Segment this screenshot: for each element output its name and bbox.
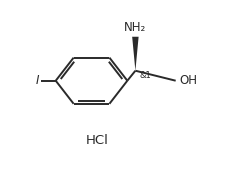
Text: OH: OH [179, 74, 197, 87]
Text: HCl: HCl [85, 134, 108, 147]
Text: &1: &1 [140, 71, 152, 80]
Text: I: I [36, 74, 40, 87]
Text: NH₂: NH₂ [124, 21, 146, 34]
Polygon shape [132, 37, 139, 71]
